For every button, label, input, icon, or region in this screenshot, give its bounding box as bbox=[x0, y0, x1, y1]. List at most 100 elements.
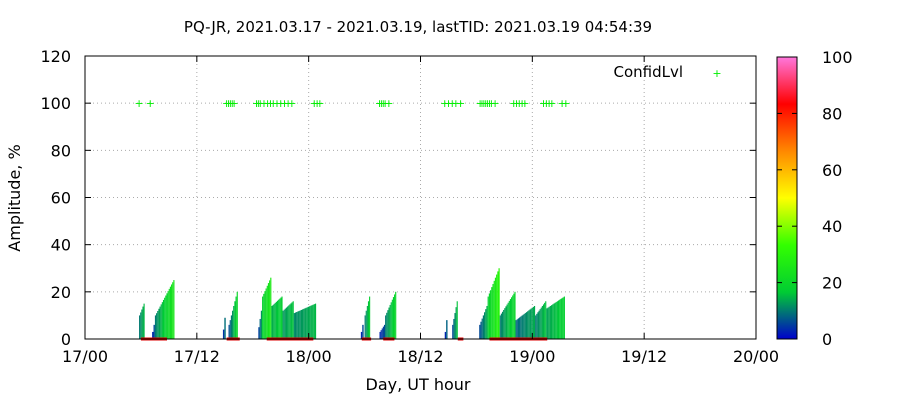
x-tick-label: 17/00 bbox=[62, 347, 108, 366]
amplitude-bar bbox=[232, 310, 234, 339]
amplitude-bar bbox=[230, 315, 233, 339]
amplitude-bar bbox=[515, 320, 517, 339]
amplitude-bar bbox=[520, 316, 522, 339]
amplitude-bar bbox=[454, 313, 456, 339]
colorbar-tick-label: 60 bbox=[822, 161, 842, 180]
x-tick-labels: 17/00 17/12 18/00 18/12 19/00 19/12 20/00 bbox=[62, 56, 779, 366]
amplitude-bar bbox=[380, 330, 382, 339]
amplitude-bar bbox=[260, 310, 263, 339]
amplitude-bar bbox=[266, 285, 268, 339]
amplitude-bar bbox=[453, 318, 455, 339]
amplitude-bar bbox=[143, 303, 145, 340]
amplitude-bar bbox=[547, 307, 549, 339]
confidlvl-point: + bbox=[134, 97, 143, 110]
amplitude-bar bbox=[139, 315, 141, 339]
amplitude-bar bbox=[484, 312, 486, 339]
amplitude-bar bbox=[309, 306, 311, 339]
amplitude-bar bbox=[531, 307, 533, 339]
amplitude-bar bbox=[525, 312, 528, 339]
amplitude-bars bbox=[139, 268, 565, 340]
confidlvl-point: + bbox=[280, 97, 289, 110]
colorbar-tick-label: 20 bbox=[822, 274, 842, 293]
confidlvl-point: + bbox=[266, 97, 275, 110]
amplitude-bar bbox=[299, 310, 301, 339]
confidlvl-point: + bbox=[254, 97, 263, 110]
amplitude-bar bbox=[303, 308, 305, 339]
confidlvl-points: + + +++++ ++++++++++++ +++ +++++ +++++ ++++++++… bbox=[134, 97, 570, 110]
amplitude-bar bbox=[544, 302, 546, 339]
amplitude-bar bbox=[512, 295, 514, 339]
amplitude-bar bbox=[494, 277, 497, 339]
amplitude-bar bbox=[142, 306, 144, 339]
amplitude-bar bbox=[362, 324, 364, 339]
amplitude-bar bbox=[519, 317, 521, 339]
amplitude-bar bbox=[486, 305, 488, 339]
confidlvl-point: + bbox=[224, 97, 233, 110]
colorbar-tick-label: 100 bbox=[822, 48, 853, 67]
amplitude-bar bbox=[503, 309, 505, 339]
amplitude-bar bbox=[169, 286, 172, 339]
amplitude-bar bbox=[365, 310, 367, 339]
amplitude-bar bbox=[270, 277, 272, 339]
amplitude-bar bbox=[228, 324, 230, 339]
amplitude-bar bbox=[381, 328, 383, 339]
amplitude-bar bbox=[382, 326, 384, 339]
amplitude-bar bbox=[258, 327, 260, 339]
amplitude-bar bbox=[536, 313, 538, 339]
confidlvl-point: + bbox=[222, 97, 231, 110]
confidlvl-point: + bbox=[479, 97, 488, 110]
amplitude-bar bbox=[162, 299, 165, 339]
amplitude-bar bbox=[554, 302, 556, 339]
amplitude-bar bbox=[533, 305, 536, 339]
confidlvl-point: + bbox=[312, 97, 321, 110]
x-tick-label: 18/00 bbox=[286, 347, 332, 366]
confidlvl-point: + bbox=[509, 97, 518, 110]
confidlvl-point: + bbox=[256, 97, 265, 110]
amplitude-bar bbox=[279, 298, 281, 339]
confidlvl-point: + bbox=[547, 97, 556, 110]
amplitude-bar bbox=[278, 299, 280, 339]
amplitude-bar bbox=[562, 297, 564, 339]
y-tick-labels: 0 20 40 60 80 100 120 bbox=[40, 47, 756, 349]
amplitude-bar bbox=[224, 317, 226, 339]
amplitude-bar bbox=[296, 312, 298, 339]
amplitude-bar bbox=[552, 304, 554, 339]
amplitude-bar bbox=[366, 305, 368, 339]
amplitude-bar bbox=[306, 307, 308, 339]
confidlvl-point: + bbox=[377, 97, 386, 110]
amplitude-bar bbox=[154, 315, 157, 339]
confidlvl-point: + bbox=[476, 97, 485, 110]
amplitude-bar bbox=[153, 324, 155, 339]
amplitude-bar bbox=[312, 304, 314, 339]
amplitude-bar bbox=[395, 291, 397, 339]
amplitude-bar bbox=[386, 312, 388, 339]
amplitude-bar bbox=[367, 301, 370, 339]
amplitude-bar bbox=[293, 313, 295, 339]
amplitude-bar bbox=[452, 324, 454, 339]
confidlvl-point: + bbox=[380, 97, 389, 110]
amplitude-bar bbox=[537, 312, 539, 339]
confidlvl-point: + bbox=[456, 97, 465, 110]
x-axis-label: Day, UT hour bbox=[366, 375, 471, 394]
confidlvl-point: + bbox=[542, 97, 551, 110]
confidlvl-point: + bbox=[485, 97, 494, 110]
confidlvl-point: + bbox=[481, 97, 490, 110]
amplitude-bar bbox=[500, 313, 502, 339]
confidlvl-point: + bbox=[517, 97, 526, 110]
amplitude-bar bbox=[281, 296, 283, 339]
amplitude-bar bbox=[487, 296, 489, 339]
amplitude-bar bbox=[496, 274, 498, 339]
x-tick-label: 20/00 bbox=[733, 347, 779, 366]
x-tick-label: 18/12 bbox=[397, 347, 443, 366]
amplitude-bar bbox=[171, 284, 173, 339]
amplitude-bar bbox=[549, 305, 551, 339]
x-tick-label: 17/12 bbox=[174, 347, 220, 366]
amplitude-bar bbox=[369, 296, 371, 339]
amplitude-bar bbox=[166, 293, 168, 339]
confidlvl-point: + bbox=[539, 97, 548, 110]
amplitude-bar bbox=[159, 306, 161, 339]
amplitude-bar bbox=[553, 303, 555, 340]
amplitude-bar bbox=[272, 304, 274, 339]
amplitude-bar bbox=[156, 313, 158, 339]
